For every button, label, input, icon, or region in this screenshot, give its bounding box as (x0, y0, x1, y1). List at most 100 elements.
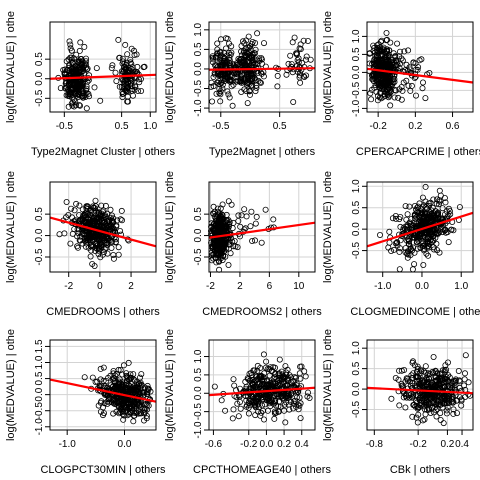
data-point (118, 407, 125, 414)
data-point (374, 42, 381, 49)
data-point (272, 370, 279, 377)
data-point (255, 397, 262, 404)
data-point (217, 48, 224, 55)
data-point (430, 246, 437, 253)
data-point (368, 96, 375, 103)
y-tick-label: 0.0 (351, 65, 362, 79)
data-point (110, 375, 117, 382)
data-point (130, 418, 137, 425)
data-point (370, 42, 377, 49)
data-point (98, 398, 105, 405)
data-point (255, 375, 262, 382)
data-point (430, 244, 437, 251)
data-point (452, 376, 459, 383)
data-point (436, 187, 443, 194)
data-point (257, 374, 264, 381)
data-point (77, 39, 84, 46)
data-point (121, 64, 128, 71)
y-tick-label: 0.5 (351, 361, 362, 375)
data-point (427, 381, 434, 388)
y-tick-label: 0.0 (351, 222, 362, 236)
data-point (435, 201, 442, 208)
data-points (211, 351, 313, 426)
data-point (91, 262, 98, 269)
data-point (107, 206, 114, 213)
data-point (282, 382, 289, 389)
data-point (96, 243, 103, 250)
data-point (435, 215, 442, 222)
data-point (377, 52, 384, 59)
y-tick-label: 1.5 (34, 339, 45, 353)
data-point (271, 364, 278, 371)
data-point (221, 71, 228, 78)
data-point (230, 406, 237, 413)
data-point (385, 94, 392, 101)
data-point (430, 196, 437, 203)
data-point (98, 382, 105, 389)
data-point (260, 351, 267, 358)
data-point (297, 46, 304, 53)
data-point (65, 81, 72, 88)
data-point (258, 409, 265, 416)
data-points (55, 36, 148, 112)
data-point (303, 72, 310, 79)
data-point (434, 247, 441, 254)
data-point (450, 406, 457, 413)
data-point (221, 58, 228, 65)
data-point (411, 211, 418, 218)
data-point (223, 74, 230, 81)
data-point (403, 216, 410, 223)
y-tick-label: -0.5 (193, 248, 204, 266)
panel-frame (366, 339, 474, 431)
data-point (386, 228, 393, 235)
data-point (210, 255, 217, 262)
data-point (387, 102, 394, 109)
data-point (105, 396, 112, 403)
data-point (263, 391, 270, 398)
x-tick-label: -0.8 (366, 439, 384, 450)
x-tick-label: 0.2 (440, 439, 454, 450)
data-point (119, 382, 126, 389)
data-point (225, 261, 232, 268)
data-point (251, 384, 258, 391)
data-point (81, 374, 88, 381)
data-point (140, 389, 147, 396)
data-point (412, 92, 419, 99)
data-point (430, 400, 437, 407)
data-point (73, 67, 80, 74)
data-point (125, 359, 132, 366)
data-point (386, 58, 393, 65)
data-point (273, 402, 280, 409)
data-point (287, 391, 294, 398)
data-point (210, 83, 217, 90)
data-point (243, 213, 250, 220)
scatter-panel-8: -0.6 -0.2 0.0 0.2 0.4-1.0-0.50.00.51.0CPCTHO… (164, 329, 331, 476)
data-point (57, 85, 64, 92)
data-point (117, 409, 124, 416)
data-point (111, 385, 118, 392)
data-point (455, 367, 462, 374)
data-point (281, 407, 288, 414)
x-tick-label: 0.2 (408, 121, 422, 132)
data-point (219, 226, 226, 233)
scatter-panel-3: -0.2 0.2 0.6 -1.0-0.5 0.0 0.5 1.0 CPERCAPCRIME … (322, 11, 480, 158)
data-point (429, 404, 436, 411)
data-point (94, 245, 101, 252)
y-tick-label: 0.5 (193, 368, 204, 382)
data-point (237, 405, 244, 412)
data-point (405, 251, 412, 258)
data-point (217, 72, 224, 79)
data-point (241, 206, 248, 213)
x-tick-label: -0.5 (56, 121, 74, 132)
data-point (456, 204, 463, 211)
data-point (272, 392, 279, 399)
data-point (227, 51, 234, 58)
panel-frame (49, 21, 157, 113)
data-point (288, 379, 295, 386)
data-point (78, 56, 85, 63)
data-point (439, 205, 446, 212)
y-tick-label: 0.0 (34, 228, 45, 242)
data-point (213, 218, 220, 225)
data-point (372, 49, 379, 56)
data-point (233, 394, 240, 401)
